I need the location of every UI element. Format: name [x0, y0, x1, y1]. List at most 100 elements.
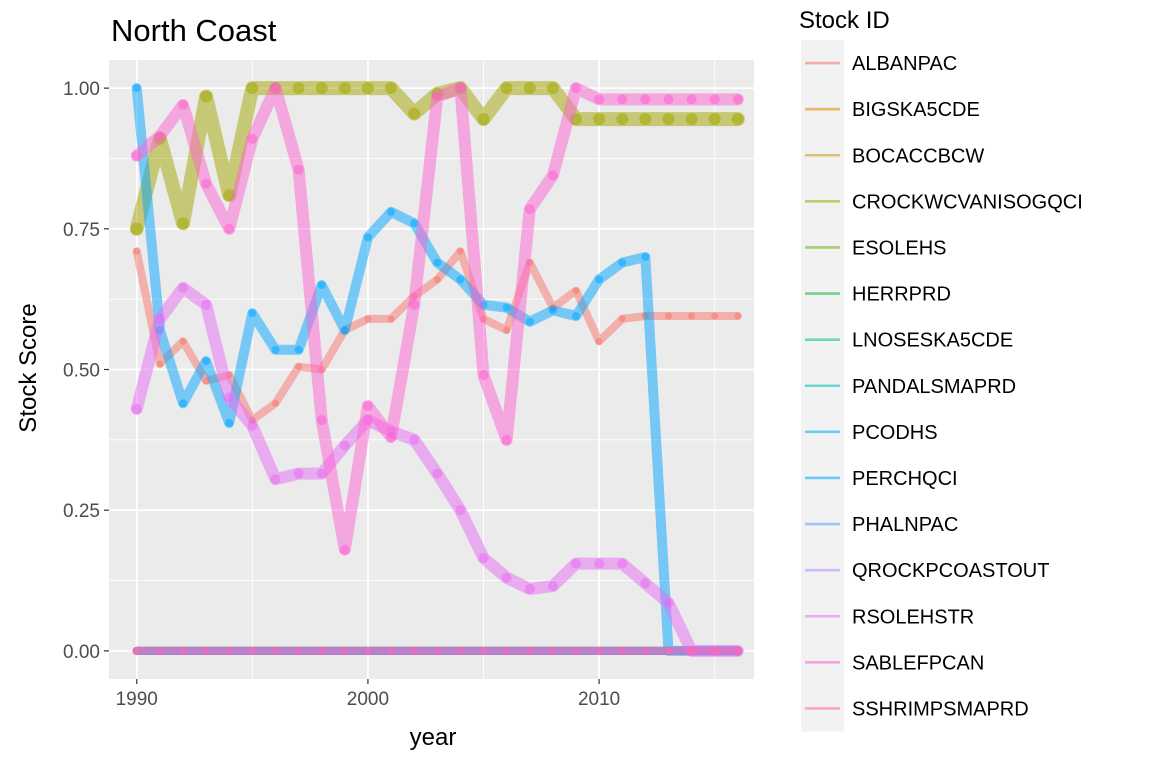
data-point — [547, 170, 558, 181]
data-point — [546, 82, 559, 95]
y-axis-title: Stock Score — [15, 303, 42, 432]
legend-label: PCODHS — [852, 422, 938, 444]
data-point — [202, 647, 210, 655]
series-sablefpcan — [130, 82, 744, 556]
x-tick-label: 2000 — [347, 689, 389, 710]
data-point — [131, 150, 142, 161]
data-point — [386, 432, 396, 442]
data-point — [363, 233, 372, 242]
data-point — [478, 553, 489, 563]
data-point — [409, 299, 420, 310]
data-point — [595, 275, 604, 284]
data-point — [270, 474, 281, 485]
series-layer — [129, 81, 745, 657]
data-point — [132, 84, 141, 93]
legend-label: ALBANPAC — [852, 53, 957, 75]
data-point — [432, 91, 443, 102]
data-point — [271, 345, 280, 354]
data-point — [154, 313, 165, 324]
data-point — [665, 647, 672, 655]
data-point — [526, 647, 534, 655]
legend-label: HERRPRD — [852, 284, 951, 306]
data-point — [179, 337, 187, 345]
data-point — [156, 360, 164, 368]
data-point — [502, 303, 511, 312]
legend-item: PCODHS — [801, 408, 938, 455]
y-axis: 0.00 0.25 0.50 0.75 1.00 — [63, 79, 109, 663]
data-point — [178, 100, 188, 110]
data-point — [387, 207, 395, 216]
data-point — [385, 82, 397, 95]
legend-label: BOCACCBCW — [852, 145, 984, 167]
data-point — [616, 113, 629, 126]
data-point — [409, 434, 420, 445]
data-point — [432, 468, 443, 479]
data-point — [572, 287, 580, 295]
data-point — [456, 647, 464, 655]
data-point — [571, 558, 581, 569]
data-point — [316, 415, 327, 426]
data-point — [247, 420, 258, 431]
legend-item: LNOSESKA5CDE — [801, 316, 1013, 363]
legend-item: PANDALSMAPRD — [801, 362, 1016, 409]
data-point — [548, 306, 557, 315]
data-point — [361, 82, 374, 95]
data-point — [732, 94, 743, 105]
data-point — [731, 113, 744, 126]
legend-label: PANDALSMAPRD — [852, 376, 1016, 398]
data-point — [387, 647, 395, 655]
data-point — [503, 326, 511, 334]
data-point — [201, 299, 212, 310]
legend-item: SSHRIMPSMAPRD — [801, 685, 1029, 732]
data-point — [248, 647, 256, 655]
data-point — [547, 581, 558, 592]
data-point — [341, 647, 349, 655]
legend-label: SABLEFPCAN — [852, 652, 984, 674]
data-point — [617, 558, 628, 569]
y-tick-label: 0.50 — [63, 361, 100, 382]
chart-title: North Coast — [111, 13, 277, 48]
data-point — [549, 647, 557, 655]
data-point — [133, 247, 141, 255]
legend-label: BIGSKA5CDE — [852, 99, 980, 121]
data-point — [339, 440, 350, 451]
y-tick-label: 0.25 — [63, 501, 100, 522]
x-axis-title: year — [410, 724, 457, 751]
data-point — [202, 357, 211, 366]
data-point — [709, 94, 720, 105]
data-point — [178, 282, 188, 293]
data-point — [362, 401, 373, 412]
data-point — [131, 403, 142, 414]
x-axis: 1990 2000 2010 — [116, 679, 620, 710]
data-point — [617, 94, 628, 105]
data-point — [364, 315, 372, 323]
legend-item: ESOLEHS — [801, 224, 946, 271]
data-point — [130, 222, 143, 235]
data-point — [156, 647, 164, 655]
data-point — [317, 281, 326, 290]
data-point — [641, 253, 650, 261]
legend-item: PERCHQCI — [801, 454, 958, 501]
data-point — [639, 113, 652, 126]
legend-item: HERRPRD — [801, 270, 951, 317]
legend-title: Stock ID — [799, 7, 890, 34]
data-point — [339, 544, 350, 555]
data-point — [688, 312, 696, 320]
legend-item: RSOLEHSTR — [801, 593, 974, 640]
data-point — [293, 468, 304, 479]
data-point — [480, 647, 487, 655]
data-point — [711, 647, 719, 655]
data-point — [246, 82, 259, 95]
legend-label: LNOSESKA5CDE — [852, 330, 1013, 352]
data-point — [618, 315, 626, 323]
legend-label: PERCHQCI — [852, 468, 958, 490]
data-point — [387, 315, 395, 323]
data-point — [593, 113, 606, 126]
data-point — [294, 345, 303, 354]
data-point — [501, 572, 512, 583]
legend-item: BIGSKA5CDE — [801, 86, 980, 133]
data-point — [364, 647, 372, 655]
data-point — [711, 312, 719, 320]
data-point — [433, 276, 441, 283]
